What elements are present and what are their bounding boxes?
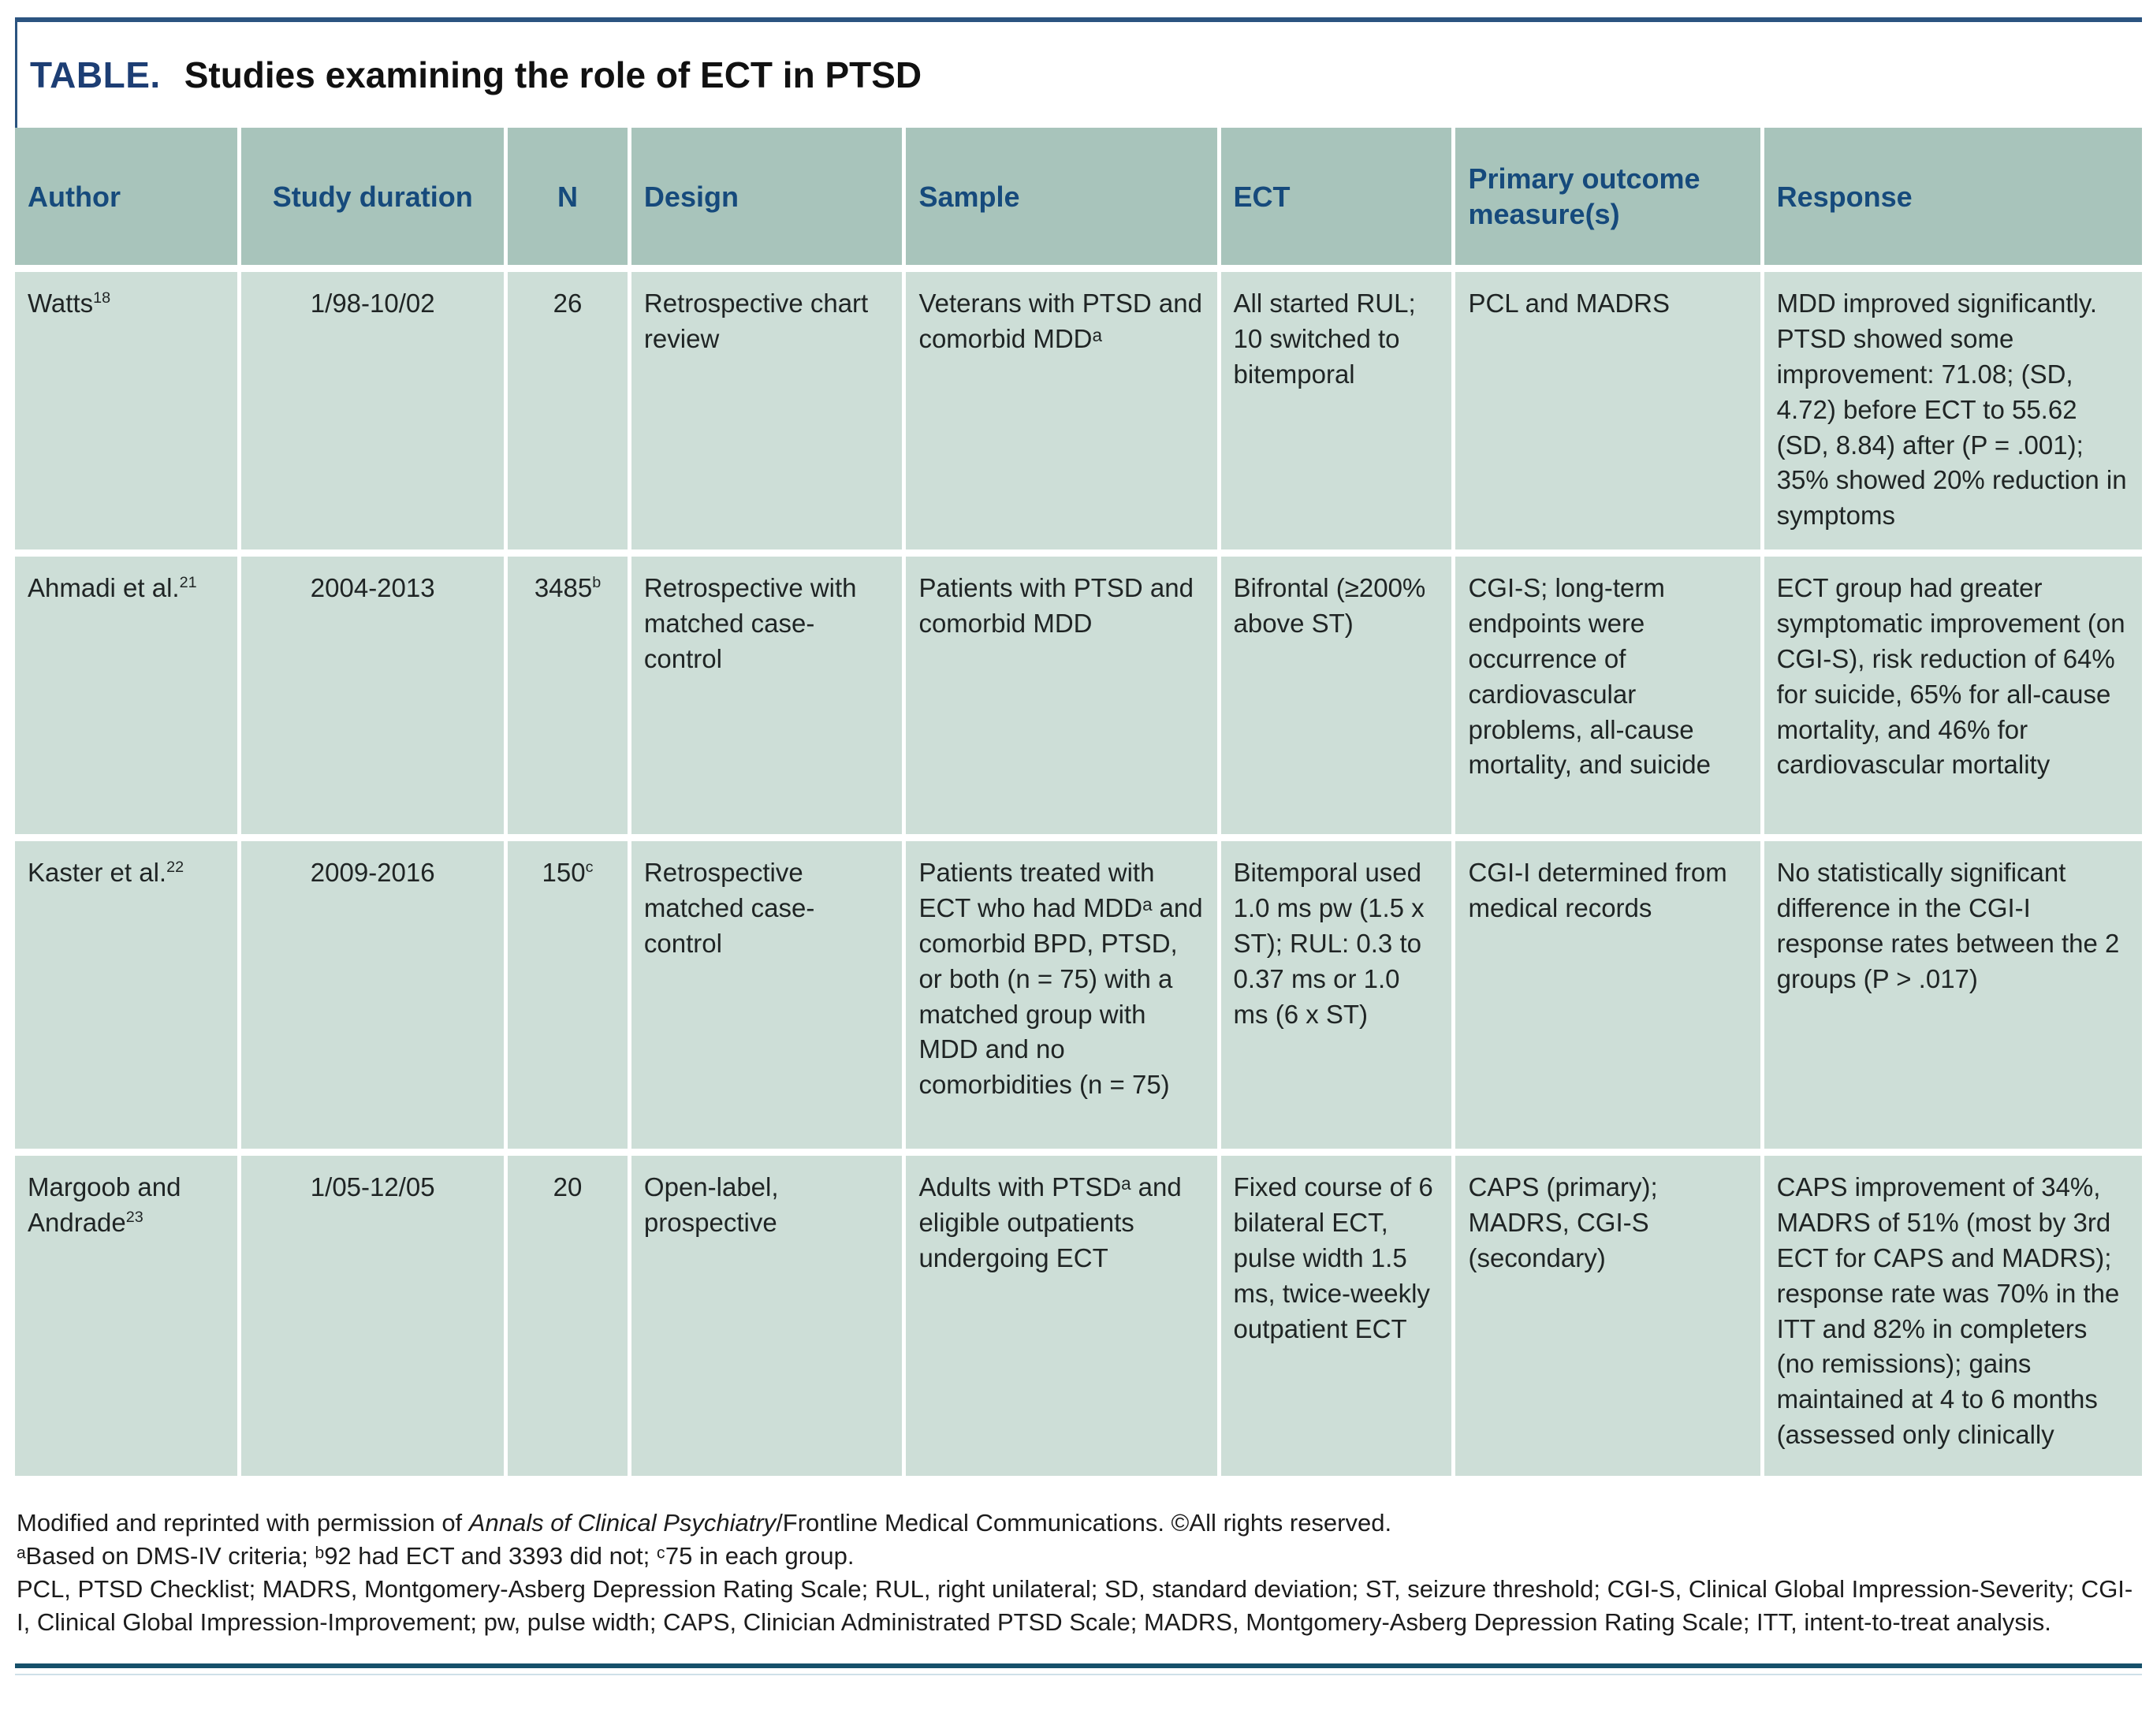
n-value: 150 [542,858,586,887]
column-header-author: Author [15,128,238,265]
ect-cell: Fixed course of 6 bilateral ECT, pulse w… [1220,1156,1452,1476]
n-cell: 26 [508,272,628,549]
response-cell: No statistically significant difference … [1764,841,2142,1149]
n-footnote-superscript: c [585,859,594,876]
ect-cell: All started RUL; 10 switched to bitempor… [1220,272,1452,549]
n-footnote-superscript: b [592,574,602,591]
n-cell: 150c [508,841,628,1149]
design-cell: Retrospective chart review [631,272,903,549]
credit-journal-name: Annals of Clinical Psychiatry [468,1509,777,1537]
reference-superscript: 23 [125,1208,143,1226]
column-header-primary-outcome: Primary outcome measure(s) [1455,128,1760,265]
n-cell: 20 [508,1156,628,1476]
table-row: Kaster et al.22 2009-2016 150c Retrospec… [15,841,2142,1149]
response-cell: MDD improved significantly. PTSD showed … [1764,272,2142,549]
sample-cell: Patients with PTSD and comorbid MDD [906,557,1217,834]
column-header-design: Design [631,128,903,265]
n-value: 20 [553,1172,583,1201]
credit-line: Modified and reprinted with permission o… [17,1507,2142,1540]
bottom-rule [15,1663,2142,1668]
n-value: 26 [553,289,583,318]
design-cell: Retrospective matched case-control [631,841,903,1149]
footnote-markers-line: ᵃBased on DMS-IV criteria; ᵇ92 had ECT a… [17,1542,855,1570]
credit-prefix: Modified and reprinted with permission o… [17,1509,469,1537]
table-title-label: TABLE. [30,54,161,95]
table-title-bar: TABLE. Studies examining the role of ECT… [15,17,2142,128]
sample-cell: Adults with PTSDᵃ and eligible outpatien… [906,1156,1217,1476]
author-cell: Margoob and Andrade23 [15,1156,238,1476]
duration-cell: 2004-2013 [241,557,505,834]
duration-cell: 1/98-10/02 [241,272,505,549]
author-name: Ahmadi et al. [28,573,180,602]
studies-table: Author Study duration N Design Sample EC… [11,121,2146,1483]
ect-cell: Bitemporal used 1.0 ms pw (1.5 x ST); RU… [1220,841,1452,1149]
sample-cell: Patients treated with ECT who had MDDᵃ a… [906,841,1217,1149]
duration-cell: 1/05-12/05 [241,1156,505,1476]
duration-cell: 2009-2016 [241,841,505,1149]
design-cell: Open-label, prospective [631,1156,903,1476]
column-header-ect: ECT [1220,128,1452,265]
credit-suffix: /Frontline Medical Communications. ©All … [776,1509,1392,1537]
bottom-rule-accent [15,1673,2142,1675]
table-row: Margoob and Andrade23 1/05-12/05 20 Open… [15,1156,2142,1476]
response-cell: CAPS improvement of 34%, MADRS of 51% (m… [1764,1156,2142,1476]
n-cell: 3485b [508,557,628,834]
column-header-study-duration: Study duration [241,128,505,265]
reference-superscript: 22 [166,859,184,876]
table-sheet: TABLE. Studies examining the role of ECT… [15,17,2142,1675]
column-header-n: N [508,128,628,265]
reference-superscript: 21 [179,574,197,591]
table-row: Watts18 1/98-10/02 26 Retrospective char… [15,272,2142,549]
response-cell: ECT group had greater symptomatic improv… [1764,557,2142,834]
outcome-cell: CGI-I determined from medical records [1455,841,1760,1149]
column-header-sample: Sample [906,128,1217,265]
author-name: Margoob and Andrade [28,1172,181,1237]
author-cell: Kaster et al.22 [15,841,238,1149]
author-name: Kaster et al. [28,858,167,887]
author-name: Watts [28,289,94,318]
outcome-cell: PCL and MADRS [1455,272,1760,549]
sample-cell: Veterans with PTSD and comorbid MDDᵃ [906,272,1217,549]
table-title-text: Studies examining the role of ECT in PTS… [184,54,922,95]
ect-cell: Bifrontal (≥200% above ST) [1220,557,1452,834]
footnotes: Modified and reprinted with permission o… [15,1507,2142,1640]
design-cell: Retrospective with matched case-control [631,557,903,834]
outcome-cell: CAPS (primary); MADRS, CGI-S (secondary) [1455,1156,1760,1476]
reference-superscript: 18 [93,289,111,307]
author-cell: Watts18 [15,272,238,549]
outcome-cell: CGI-S; long-term endpoints were occurren… [1455,557,1760,834]
table-row: Ahmadi et al.21 2004-2013 3485b Retrospe… [15,557,2142,834]
abbreviations-line: PCL, PTSD Checklist; MADRS, Montgomery-A… [17,1575,2133,1637]
n-value: 3485 [534,573,593,602]
column-header-response: Response [1764,128,2142,265]
header-row: Author Study duration N Design Sample EC… [15,128,2142,265]
author-cell: Ahmadi et al.21 [15,557,238,834]
